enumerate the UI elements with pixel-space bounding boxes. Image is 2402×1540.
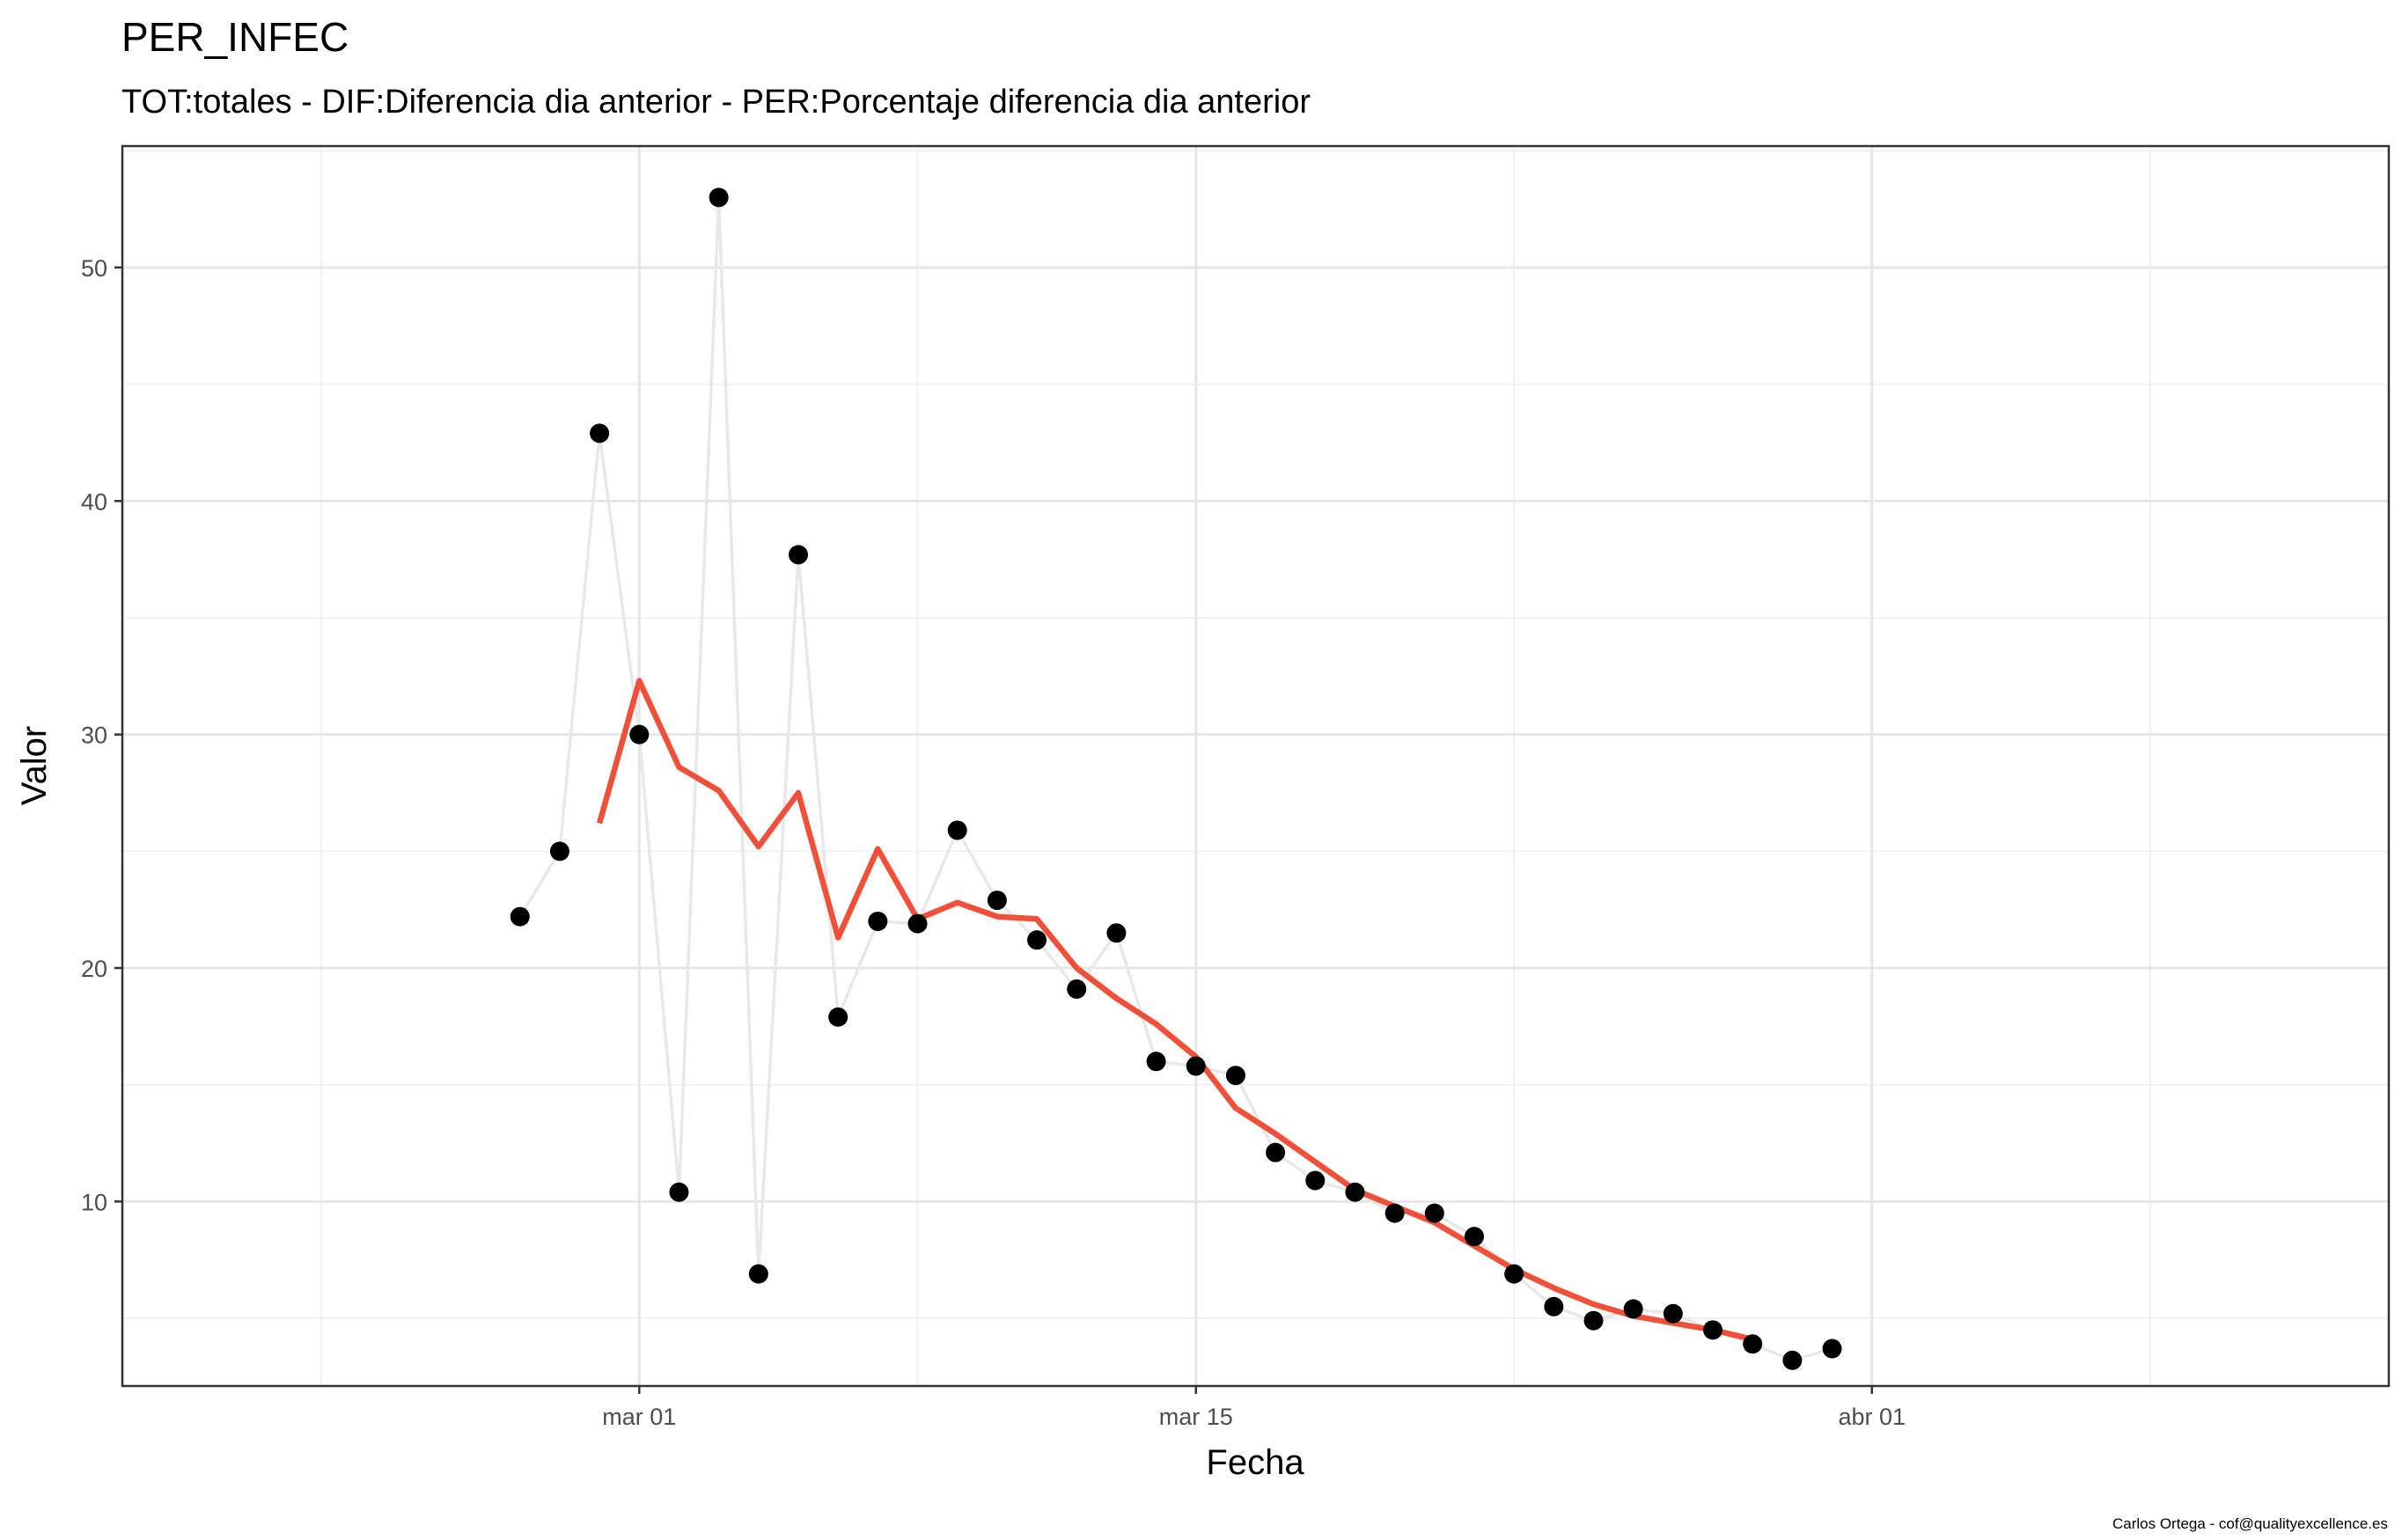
data-point [1504,1264,1524,1284]
y-tick-label: 10 [81,1189,107,1215]
x-tick-label: mar 15 [1159,1404,1233,1430]
chart-caption: Carlos Ortega - cof@qualityexcellence.es [2112,1515,2388,1532]
data-point [1146,1052,1166,1072]
data-point [987,891,1007,911]
data-point [1106,923,1127,943]
series-points [510,187,1842,1370]
data-point [1385,1203,1405,1223]
data-point [1822,1338,1842,1359]
raw-series-line [518,195,1833,1362]
data-point [1186,1056,1206,1076]
y-axis-label: Valor [15,726,54,805]
data-point [1464,1227,1484,1247]
x-axis: mar 01 mar 15 abr 01 [602,1386,1906,1430]
data-point [510,906,530,927]
data-point [1663,1303,1683,1324]
minor-gridlines [122,146,2389,1386]
data-point [828,1007,848,1027]
data-point [907,913,928,934]
data-point [1305,1170,1326,1191]
data-point [1424,1203,1444,1223]
data-point [1703,1320,1723,1340]
data-point [590,423,610,444]
data-point [748,1264,768,1284]
data-point [1743,1334,1763,1354]
data-point [1782,1350,1803,1370]
data-point [709,187,729,208]
x-tick-label: mar 01 [602,1404,676,1430]
series-smoothed-line [596,678,1753,1343]
data-point [1623,1299,1643,1319]
data-point [1266,1142,1286,1162]
plot-border [121,144,2391,1388]
data-point [549,841,569,862]
data-point [1027,930,1047,950]
data-point [669,1182,689,1202]
data-point [1067,979,1087,999]
x-axis-label: Fecha [1206,1443,1304,1482]
smoothed-series-line [596,678,1753,1343]
data-point [947,820,967,840]
data-point [1345,1182,1365,1202]
y-tick-label: 50 [81,255,107,282]
data-point [629,724,650,744]
major-gridlines [122,146,2389,1386]
chart-subtitle: TOT:totales - DIF:Diferencia dia anterio… [121,84,1311,121]
data-point [1544,1296,1564,1316]
y-axis: 10 20 30 40 50 [81,255,122,1215]
data-point [868,911,888,931]
x-tick-label: abr 01 [1838,1404,1906,1430]
data-point [1225,1066,1245,1086]
y-tick-label: 20 [81,956,107,982]
data-point [788,545,808,565]
series-raw-line [518,195,1833,1362]
data-point [1583,1310,1604,1331]
plot-panel [122,146,2389,1386]
y-tick-label: 40 [81,488,107,515]
y-tick-label: 30 [81,722,107,749]
chart-title: PER_INFEC [121,14,349,60]
